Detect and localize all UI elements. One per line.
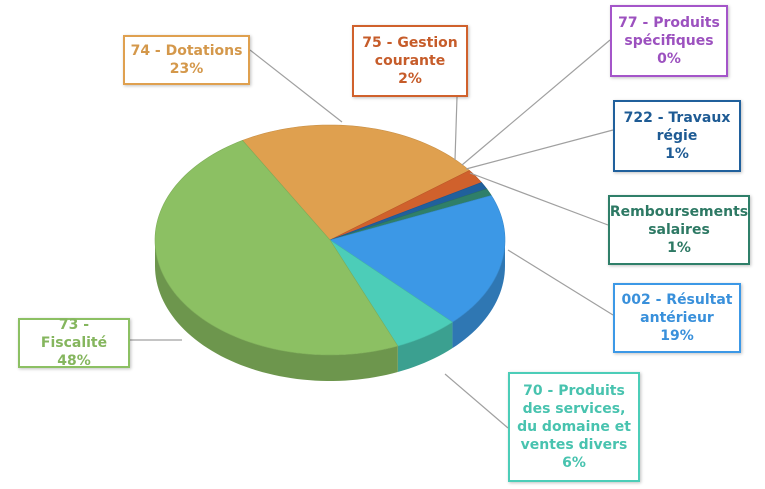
data-label: 722 - Travaux régie 1%	[613, 100, 741, 172]
leader-line	[469, 172, 609, 226]
category-label: 75 - Gestion courante	[362, 35, 458, 69]
leader-line	[454, 96, 458, 161]
slice	[241, 124, 470, 241]
value-label: 23%	[169, 61, 204, 77]
data-label: Remboursements salaires 1%	[608, 195, 750, 265]
data-label: 74 - Dotations 23%	[123, 35, 250, 85]
category-label: 70 - Produits des services, du domaine e…	[517, 383, 631, 453]
slice-side	[452, 240, 505, 349]
value-label: 0%	[657, 51, 681, 67]
data-label: 70 - Produits des services, du domaine e…	[508, 372, 640, 482]
data-label: 77 - Produits spécifiques 0%	[610, 5, 728, 77]
value-label: 6%	[562, 455, 586, 471]
category-label: 002 - Résultat antérieur	[621, 292, 733, 326]
leader-line	[444, 373, 509, 429]
leader-line	[461, 39, 611, 166]
value-label: 1%	[665, 146, 689, 162]
category-label: 74 - Dotations	[130, 43, 243, 59]
value-label: 48%	[57, 353, 91, 369]
data-label: 002 - Résultat antérieur 19%	[613, 283, 741, 353]
value-label: 2%	[398, 71, 422, 87]
slice-side	[397, 322, 453, 373]
slice-side	[155, 240, 398, 381]
category-label: Remboursements salaires	[609, 204, 749, 238]
data-label: 73 - Fiscalité 48%	[18, 317, 130, 369]
slice	[329, 195, 506, 323]
category-label: 722 - Travaux régie	[623, 110, 731, 144]
leader-line	[507, 249, 614, 316]
leader-line	[465, 129, 614, 170]
slice	[329, 239, 453, 347]
value-label: 1%	[667, 240, 691, 256]
data-label: 75 - Gestion courante 2%	[352, 25, 468, 97]
leader-line	[249, 49, 343, 123]
value-label: 19%	[660, 328, 694, 344]
category-label: 77 - Produits spécifiques	[618, 15, 720, 49]
slice	[154, 140, 399, 356]
category-label: 73 - Fiscalité	[40, 317, 108, 351]
